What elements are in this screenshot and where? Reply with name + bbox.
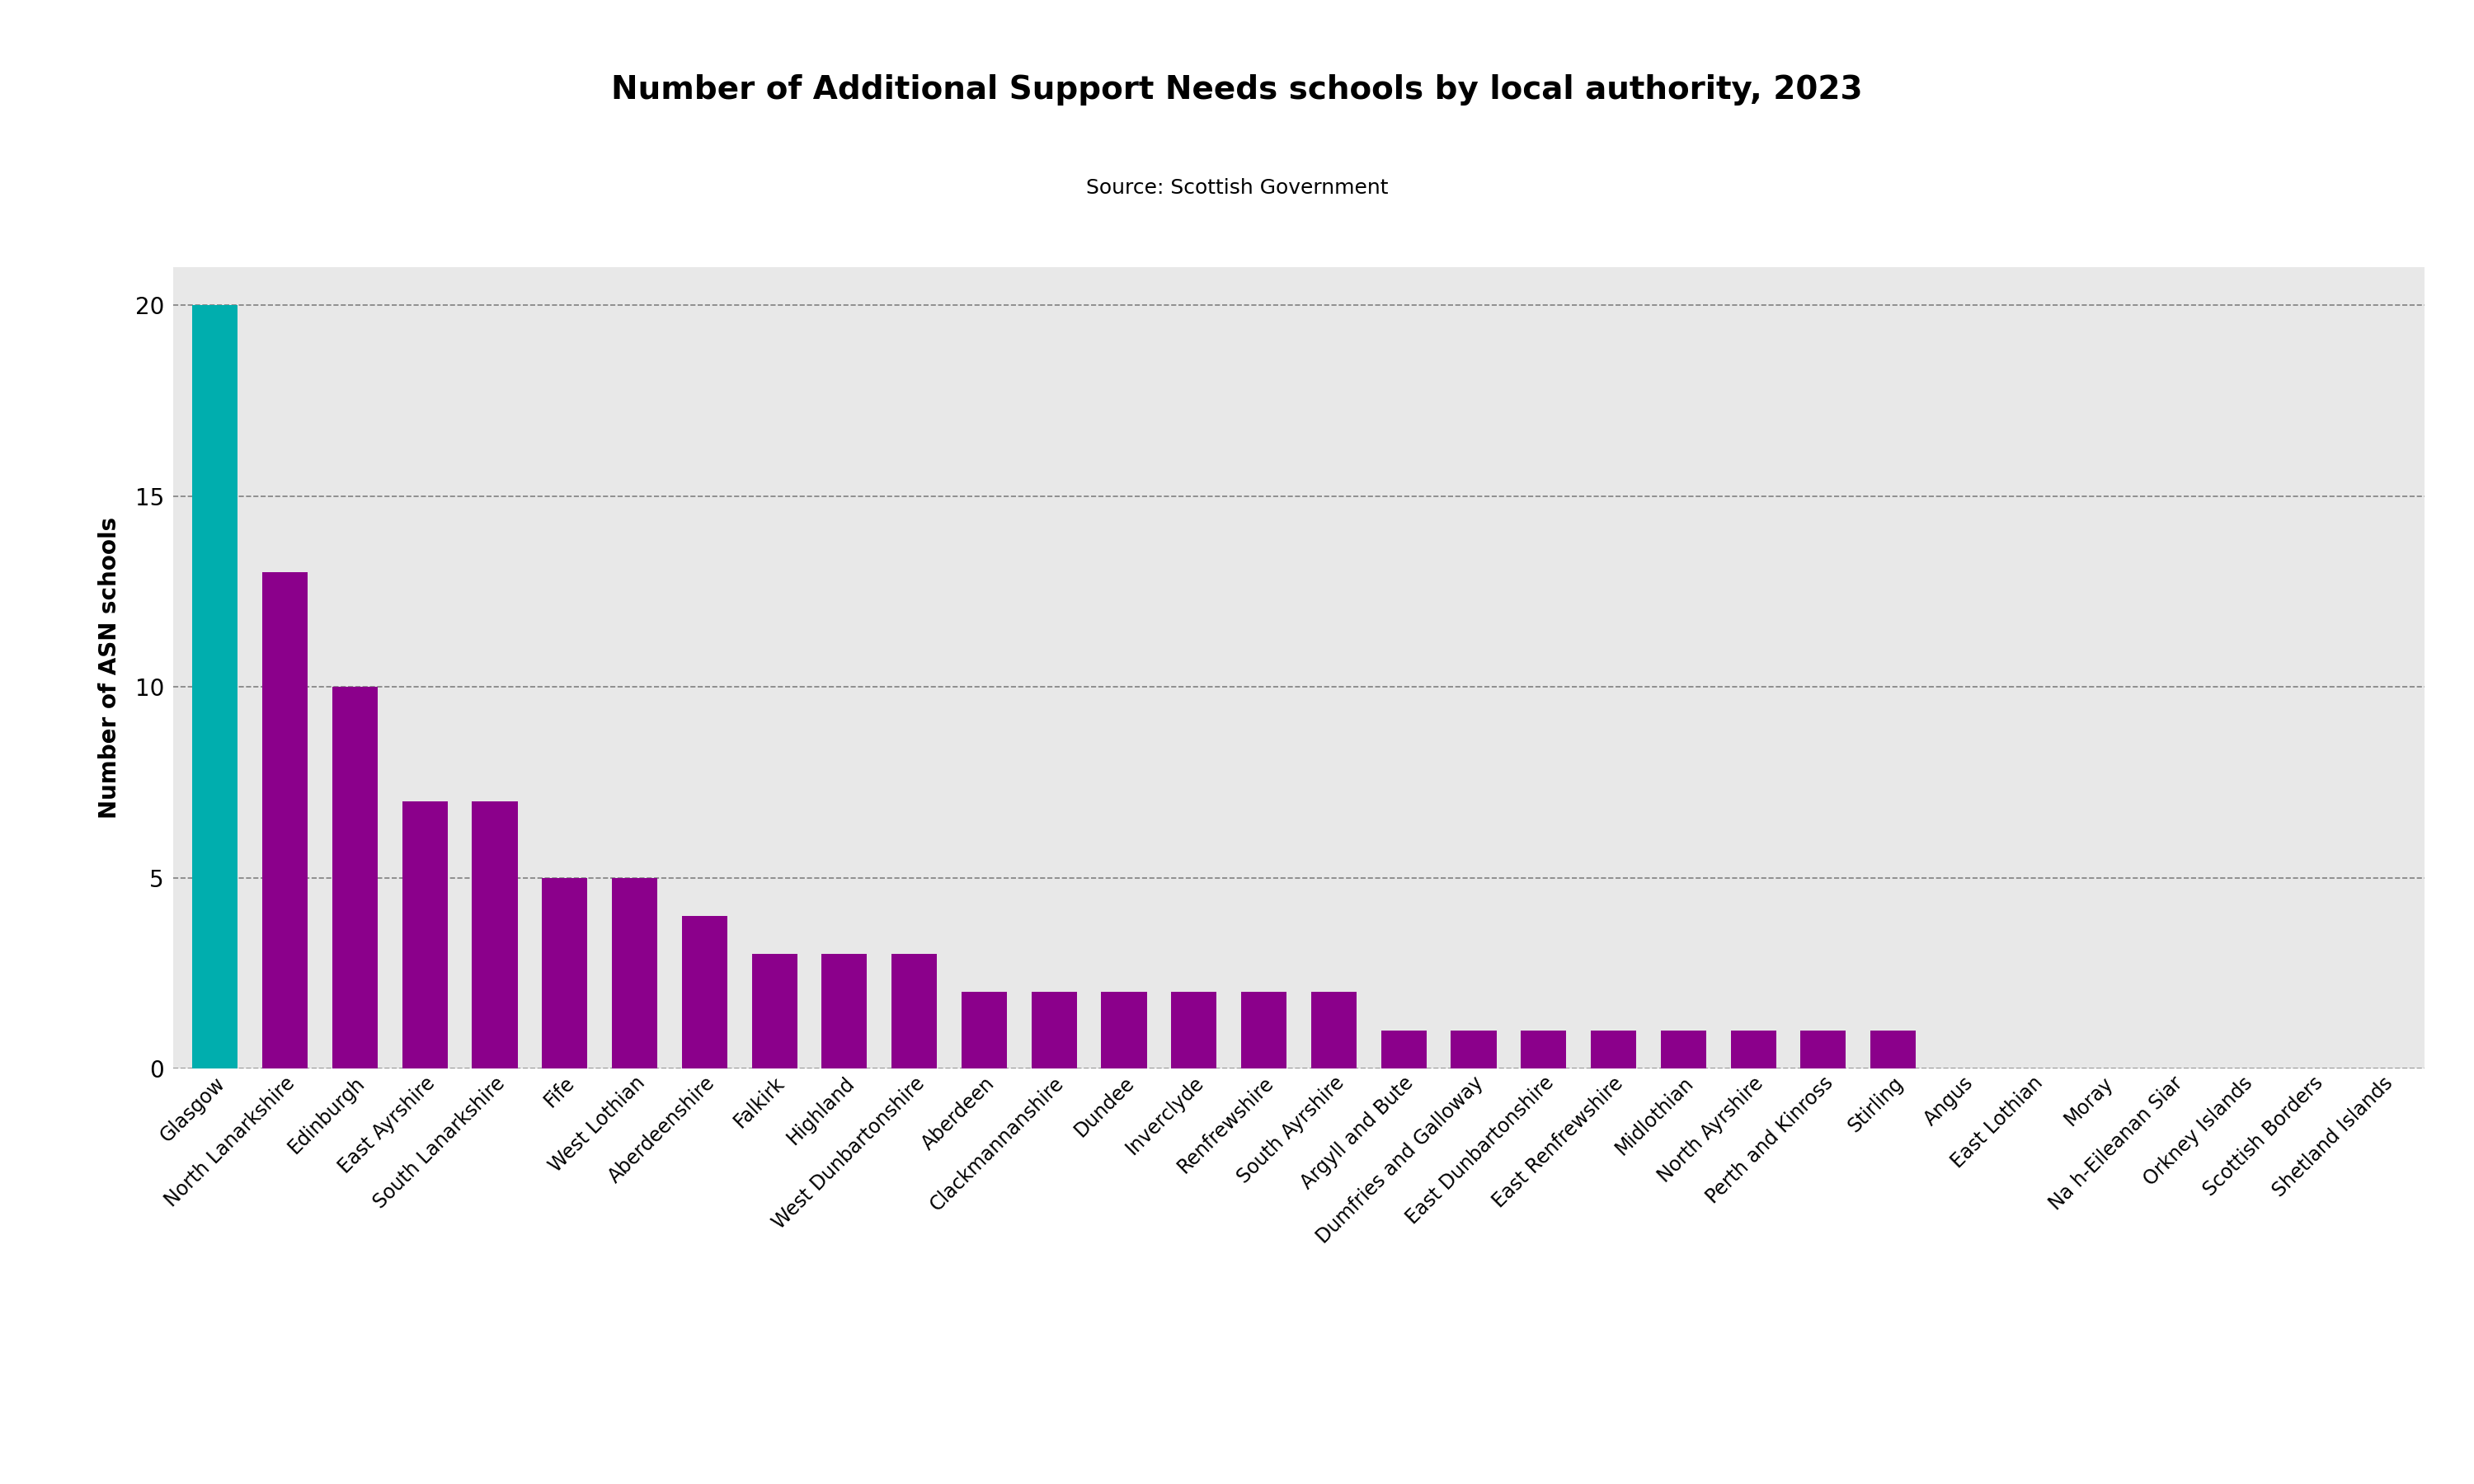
Bar <box>332 687 379 1068</box>
Bar <box>542 877 586 1068</box>
Bar <box>1032 993 1076 1068</box>
Bar <box>752 954 797 1068</box>
Bar <box>1170 993 1217 1068</box>
Bar <box>821 954 866 1068</box>
Bar <box>1380 1030 1427 1068</box>
Bar <box>611 877 658 1068</box>
Bar <box>193 306 238 1068</box>
Bar <box>1870 1030 1915 1068</box>
Bar <box>1522 1030 1566 1068</box>
Bar <box>262 573 307 1068</box>
Bar <box>1450 1030 1497 1068</box>
Bar <box>403 801 448 1068</box>
Bar <box>1660 1030 1707 1068</box>
Bar <box>891 954 938 1068</box>
Y-axis label: Number of ASN schools: Number of ASN schools <box>99 516 121 819</box>
Bar <box>1311 993 1356 1068</box>
Bar <box>473 801 517 1068</box>
Bar <box>962 993 1007 1068</box>
Bar <box>1242 993 1286 1068</box>
Bar <box>683 916 727 1068</box>
Bar <box>1101 993 1148 1068</box>
Text: Number of Additional Support Needs schools by local authority, 2023: Number of Additional Support Needs schoo… <box>611 74 1863 105</box>
Text: Source: Scottish Government: Source: Scottish Government <box>1086 178 1388 197</box>
Bar <box>1732 1030 1776 1068</box>
Bar <box>1801 1030 1846 1068</box>
Bar <box>1591 1030 1635 1068</box>
